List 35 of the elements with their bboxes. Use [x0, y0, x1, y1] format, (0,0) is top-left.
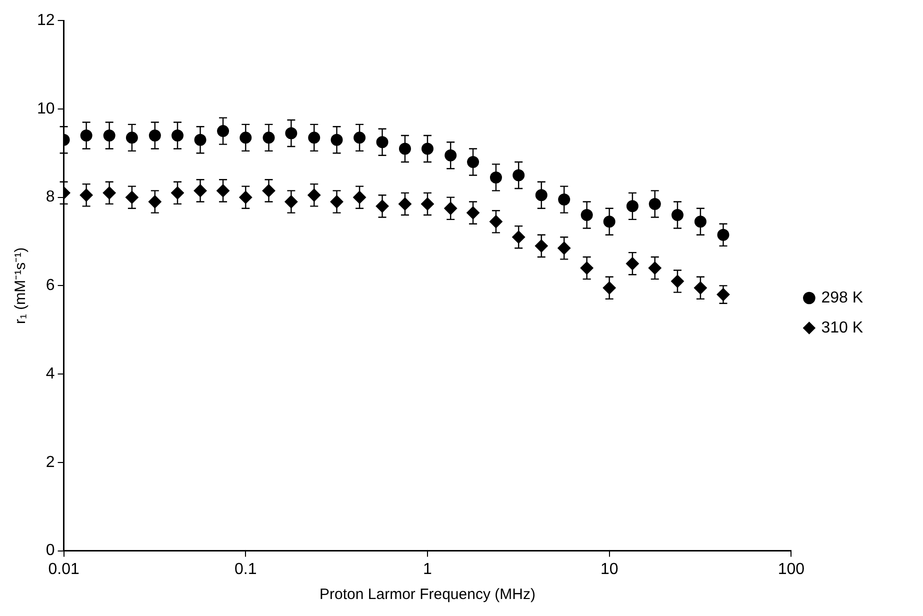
point — [694, 216, 706, 228]
point — [354, 132, 366, 144]
x-tick-label: 100 — [778, 560, 805, 578]
x-tick-label: 10 — [600, 560, 618, 578]
x-tick-label: 1 — [423, 560, 432, 578]
x-tick-label: 0.1 — [234, 560, 257, 578]
point — [558, 194, 570, 206]
point — [398, 142, 411, 155]
point — [490, 171, 502, 184]
y-tick-label: 12 — [37, 12, 55, 30]
y-tick-label: 8 — [46, 188, 55, 206]
point — [126, 132, 138, 144]
x-axis-title: Proton Larmor Frequency (MHz) — [320, 586, 536, 604]
point — [172, 129, 184, 142]
point — [626, 200, 638, 212]
legend-label: 298 K — [821, 289, 864, 306]
y-tick-label: 0 — [46, 542, 55, 560]
y-tick-label: 6 — [46, 277, 55, 294]
point — [421, 142, 434, 155]
y-tick-label: 2 — [46, 454, 55, 471]
x-tick-label: 0.01 — [48, 560, 80, 578]
point — [467, 156, 480, 168]
point — [444, 149, 457, 162]
y-tick-label: 4 — [46, 365, 55, 382]
point — [240, 132, 252, 144]
point — [148, 129, 161, 142]
y-tick-label: 10 — [37, 100, 55, 118]
point — [512, 169, 525, 182]
y-axis-title: r₁ (mM⁻¹s⁻¹) — [12, 247, 30, 324]
point — [671, 209, 684, 222]
point — [308, 132, 320, 144]
legend-label: 310 K — [821, 319, 864, 336]
point — [217, 125, 230, 138]
point — [648, 198, 661, 210]
point — [535, 189, 548, 202]
